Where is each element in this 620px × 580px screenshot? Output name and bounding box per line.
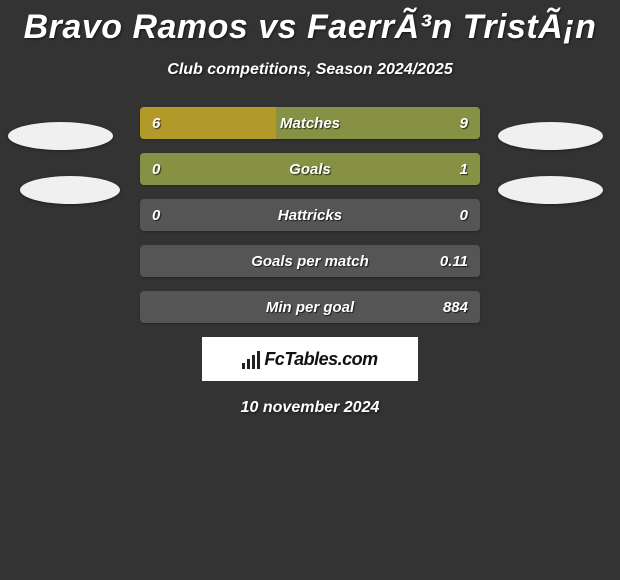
stat-row: Goals per match0.11 — [140, 245, 480, 277]
stat-label: Hattricks — [140, 199, 480, 231]
stat-value-right: 9 — [448, 107, 480, 139]
decorative-ellipse — [8, 122, 113, 150]
stat-label: Goals — [140, 153, 480, 185]
stat-row: Matches6 9 — [140, 107, 480, 139]
stat-value-right: 1 — [448, 153, 480, 185]
stat-row: Min per goal884 — [140, 291, 480, 323]
decorative-ellipse — [20, 176, 120, 204]
stat-row: Hattricks0 0 — [140, 199, 480, 231]
subtitle: Club competitions, Season 2024/2025 — [0, 61, 620, 79]
stat-row: Goals0 1 — [140, 153, 480, 185]
stat-value-left: 6 — [140, 107, 172, 139]
stat-value-right: 884 — [431, 291, 480, 323]
stat-value-left — [140, 245, 164, 277]
page-title: Bravo Ramos vs FaerrÃ³n TristÃ¡n — [0, 0, 620, 47]
logo-text: FcTables.com — [264, 349, 377, 370]
stats-container: Matches69Goals01Hattricks00Goals per mat… — [140, 107, 480, 323]
decorative-ellipse — [498, 176, 603, 204]
decorative-ellipse — [498, 122, 603, 150]
stat-label: Matches — [140, 107, 480, 139]
stat-value-left — [140, 291, 164, 323]
stat-label: Min per goal — [140, 291, 480, 323]
stat-value-right: 0 — [448, 199, 480, 231]
logo-bars-icon — [242, 349, 260, 369]
stat-value-left: 0 — [140, 153, 172, 185]
fctables-logo: FcTables.com — [202, 337, 418, 381]
date-text: 10 november 2024 — [0, 399, 620, 417]
stat-value-right: 0.11 — [428, 245, 480, 277]
stat-value-left: 0 — [140, 199, 172, 231]
